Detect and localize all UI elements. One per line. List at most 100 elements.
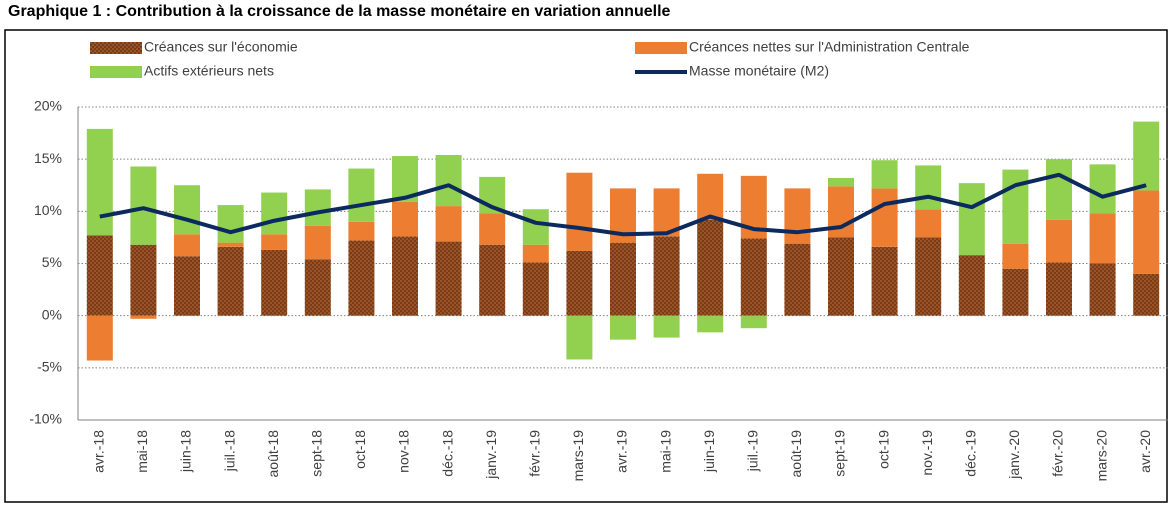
x-tick-label: janv.-20 [1006, 430, 1022, 480]
y-tick-label: 20% [34, 98, 62, 114]
bar [479, 213, 506, 245]
legend-label: Masse monétaire (M2) [689, 63, 829, 79]
chart-frame [4, 29, 1168, 503]
bar [871, 160, 898, 189]
bar [86, 315, 113, 361]
x-tick-label: avr.-18 [91, 430, 107, 473]
bar [1002, 243, 1029, 269]
bar [435, 154, 462, 207]
x-tick-label: mars-19 [570, 430, 586, 482]
bar [697, 173, 724, 220]
bar [828, 177, 854, 187]
bar [1089, 263, 1116, 316]
y-tick-label: 0% [42, 306, 62, 322]
bar [958, 255, 985, 316]
bar [217, 242, 244, 247]
bar [174, 256, 200, 316]
bar [435, 206, 462, 242]
bar [261, 249, 288, 316]
bar [653, 236, 680, 316]
x-tick-label: juil.-18 [221, 430, 237, 472]
bar [86, 128, 113, 236]
x-tick-label: févr.-19 [527, 430, 543, 477]
x-tick-label: nov.-19 [919, 430, 935, 476]
x-tick-label: mai-18 [134, 430, 150, 473]
bar [697, 315, 724, 333]
bar [130, 315, 157, 319]
bar [130, 166, 157, 245]
x-tick-label: juin-18 [178, 430, 194, 473]
bar [348, 221, 375, 241]
x-tick-label: janv.-19 [483, 430, 499, 480]
bar [348, 240, 375, 316]
bar [653, 315, 680, 338]
bar [217, 246, 244, 316]
bar [130, 244, 157, 316]
x-tick-label: mars-20 [1093, 430, 1109, 482]
bar [1002, 268, 1029, 316]
y-tick-label: 15% [34, 150, 62, 166]
bar [261, 192, 288, 235]
bar [261, 234, 288, 250]
bar [784, 188, 811, 244]
bar [304, 189, 331, 226]
bar [1133, 190, 1160, 274]
x-tick-label: avr.-20 [1137, 430, 1153, 473]
x-tick-label: août-19 [788, 430, 804, 478]
x-tick-label: sept-18 [309, 430, 325, 477]
x-tick-label: juin-19 [701, 430, 717, 473]
x-tick-label: sept-19 [832, 430, 848, 477]
chart-title: Graphique 1 : Contribution à la croissan… [8, 3, 671, 20]
bar [915, 209, 942, 238]
bar [1089, 213, 1116, 264]
line [99, 172, 1147, 237]
bar [871, 246, 898, 316]
bar [1046, 262, 1072, 316]
bar [828, 237, 854, 316]
bar [435, 241, 462, 316]
x-tick-label: mai-19 [657, 430, 673, 473]
legend-label: Actifs extérieurs nets [144, 63, 274, 79]
bar [566, 250, 593, 316]
x-tick-label: oct-18 [352, 430, 368, 469]
bar [915, 165, 942, 210]
bar [740, 315, 767, 329]
bar [174, 185, 200, 235]
bar [522, 209, 549, 245]
bar [915, 237, 942, 316]
bar [304, 225, 331, 260]
bar [86, 235, 113, 316]
bar [1002, 169, 1029, 244]
legend-swatch [90, 42, 142, 54]
bar [1046, 219, 1072, 263]
bar [217, 205, 244, 243]
x-tick-label: déc.-19 [963, 430, 979, 477]
bar [1046, 159, 1072, 220]
bar [871, 188, 898, 247]
legend-label: Créances sur l'économie [144, 39, 298, 55]
x-tick-label: déc.-18 [439, 430, 455, 477]
y-tick-label: -10% [29, 411, 62, 427]
y-tick-label: 10% [34, 202, 62, 218]
legend-swatch [635, 42, 687, 54]
bar [610, 315, 636, 340]
bar [566, 315, 593, 360]
bar [522, 244, 549, 263]
bar [958, 183, 985, 256]
x-tick-label: nov-18 [396, 430, 412, 473]
bar [1133, 121, 1160, 191]
y-tick-label: -5% [37, 359, 62, 375]
x-tick-label: avr.-19 [614, 430, 630, 473]
bar [304, 259, 331, 316]
bar [566, 172, 593, 251]
legend-swatch [90, 66, 142, 78]
x-tick-label: févr.-20 [1050, 430, 1066, 477]
bar [522, 262, 549, 316]
bar [392, 236, 418, 316]
bar [740, 238, 767, 316]
y-tick-label: 5% [42, 254, 62, 270]
bar [392, 201, 418, 237]
bar [174, 234, 200, 257]
bar [610, 242, 636, 316]
